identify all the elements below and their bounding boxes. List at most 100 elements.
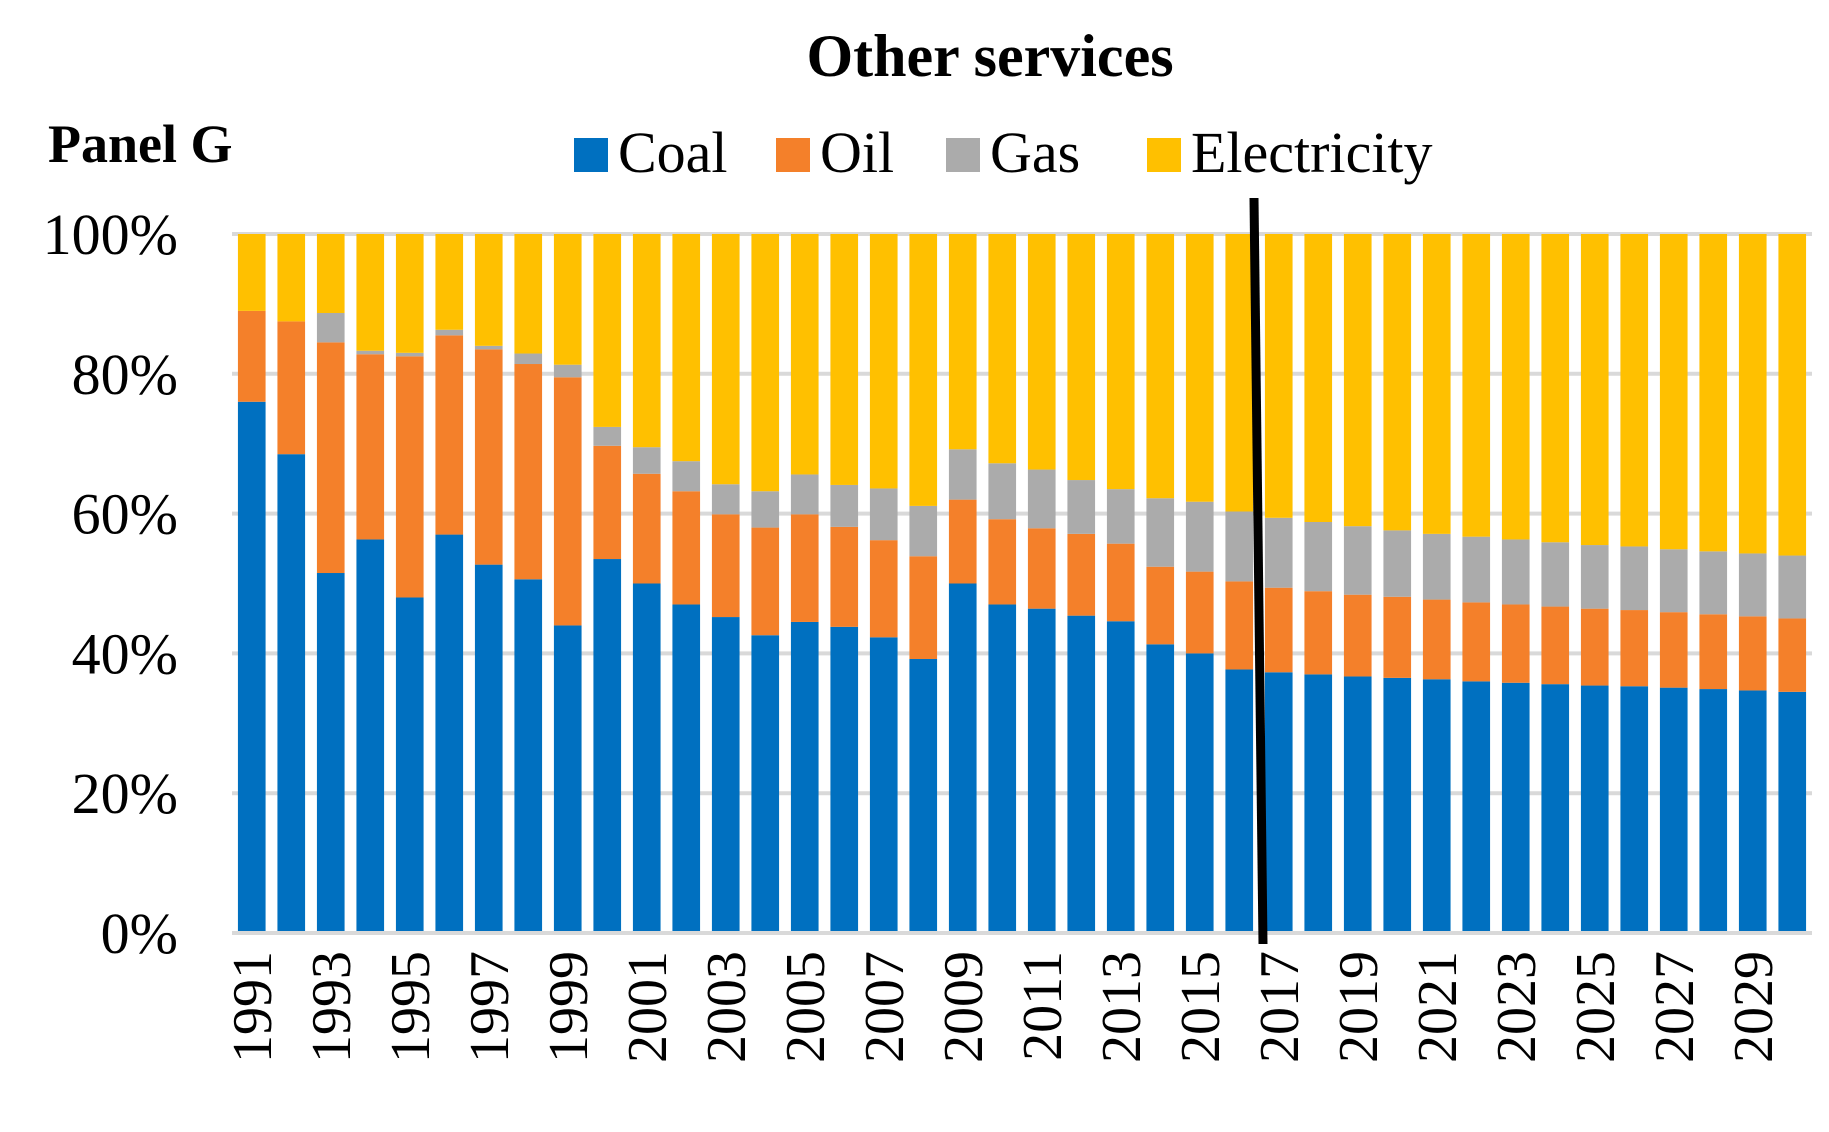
bar-electricity-2011 (1027, 234, 1056, 470)
bar-coal-2014 (1146, 644, 1175, 933)
bar-electricity-2007 (869, 234, 898, 489)
bar-oil-1991 (237, 310, 266, 402)
bar-gas-2019 (1343, 526, 1372, 595)
bar-coal-2002 (672, 604, 701, 933)
bar-gas-2004 (751, 491, 780, 528)
legend-swatch-electricity (1147, 138, 1181, 172)
x-tick-label: 2007 (854, 951, 916, 1063)
bar-coal-2010 (988, 604, 1017, 933)
bar-oil-2009 (948, 499, 977, 584)
bar-electricity-1995 (395, 234, 424, 353)
bar-oil-2016 (1225, 581, 1254, 670)
bar-oil-2017 (1264, 587, 1293, 673)
y-tick-label: 60% (72, 482, 178, 547)
bar-coal-2021 (1422, 679, 1451, 933)
bar-oil-1997 (474, 349, 503, 565)
bar-gas-2024 (1541, 542, 1570, 607)
legend-swatch-oil (776, 138, 810, 172)
bar-electricity-1991 (237, 234, 266, 311)
bar-oil-2025 (1580, 608, 1609, 686)
bar-gas-2007 (869, 488, 898, 541)
bar-coal-2024 (1541, 684, 1570, 933)
bar-coal-1993 (316, 573, 345, 933)
bar-coal-2009 (948, 583, 977, 933)
x-tick-label: 2003 (696, 951, 758, 1063)
x-tick-label: 2017 (1249, 951, 1311, 1063)
legend-swatch-gas (946, 138, 980, 172)
bar-gas-2008 (909, 505, 938, 557)
bar-electricity-2028 (1699, 234, 1728, 552)
bar-gas-2009 (948, 449, 977, 500)
bar-gas-1996 (435, 329, 464, 336)
bar-oil-1999 (553, 377, 582, 626)
bar-electricity-2000 (593, 234, 622, 427)
bar-oil-2019 (1343, 594, 1372, 677)
bar-electricity-2004 (751, 234, 780, 492)
bar-gas-2023 (1501, 539, 1530, 605)
bar-gas-2029 (1738, 553, 1767, 617)
bar-gas-2011 (1027, 469, 1056, 529)
bar-coal-2006 (830, 626, 859, 933)
bar-oil-2018 (1304, 591, 1333, 675)
bar-oil-2011 (1027, 528, 1056, 609)
bar-electricity-2021 (1422, 234, 1451, 534)
bar-oil-2000 (593, 445, 622, 560)
bar-gas-2005 (790, 474, 819, 515)
bar-gas-1999 (553, 364, 582, 378)
x-tick-label: 2019 (1328, 951, 1390, 1063)
bar-electricity-2029 (1738, 234, 1767, 554)
bar-coal-2029 (1738, 690, 1767, 933)
bar-coal-2004 (751, 635, 780, 933)
x-tick-label: 1997 (459, 951, 521, 1063)
x-tick-label: 1999 (538, 951, 600, 1063)
bar-oil-2005 (790, 514, 819, 622)
bar-gas-2026 (1620, 546, 1649, 611)
bar-gas-2003 (711, 484, 740, 515)
bar-gas-2021 (1422, 533, 1451, 600)
bar-electricity-2006 (830, 234, 859, 485)
bar-coal-1994 (356, 539, 385, 933)
bar-electricity-2015 (1185, 234, 1214, 502)
bar-electricity-1993 (316, 234, 345, 313)
bar-gas-2027 (1659, 549, 1688, 613)
bar-coal-2015 (1185, 653, 1214, 933)
bar-gas-2014 (1146, 498, 1175, 567)
bar-electricity-2001 (632, 234, 661, 448)
x-tick-label: 2015 (1170, 951, 1232, 1063)
legend-label-electricity: Electricity (1191, 120, 1433, 185)
x-tick-label: 2021 (1407, 951, 1469, 1063)
bar-coal-2022 (1462, 681, 1491, 933)
bar-gas-2012 (1067, 480, 1096, 534)
bar-oil-2023 (1501, 604, 1530, 683)
bar-gas-2002 (672, 461, 701, 492)
x-tick-label: 2023 (1486, 951, 1548, 1063)
bar-gas-1995 (395, 352, 424, 357)
bar-coal-2007 (869, 637, 898, 933)
bar-oil-2004 (751, 527, 780, 636)
bar-oil-2007 (869, 540, 898, 638)
bar-coal-2012 (1067, 615, 1096, 933)
legend-label-coal: Coal (618, 120, 728, 185)
bar-coal-2030 (1778, 691, 1807, 933)
bar-oil-2030 (1778, 618, 1807, 692)
x-tick-label: 2005 (775, 951, 837, 1063)
bar-oil-2028 (1699, 614, 1728, 690)
bar-electricity-1998 (514, 234, 543, 354)
bar-gas-1994 (356, 350, 385, 355)
bar-oil-1993 (316, 342, 345, 574)
x-axis: 1991 1993 1995 1997 1999 2001 2003 2005 2007 2009… (222, 931, 1812, 1063)
bar-coal-2000 (593, 559, 622, 933)
bar-gas-2028 (1699, 551, 1728, 615)
bar-gas-2016 (1225, 511, 1254, 582)
bar-oil-2008 (909, 556, 938, 659)
bar-oil-2002 (672, 491, 701, 605)
bar-electricity-2026 (1620, 234, 1649, 547)
bar-gas-2000 (593, 426, 622, 446)
bar-electricity-2020 (1383, 234, 1412, 531)
bar-electricity-2022 (1462, 234, 1491, 537)
bar-oil-1998 (514, 364, 543, 580)
bar-oil-1992 (277, 321, 306, 455)
bar-electricity-2012 (1067, 234, 1096, 481)
bar-coal-1991 (237, 401, 266, 933)
bar-coal-1998 (514, 579, 543, 933)
